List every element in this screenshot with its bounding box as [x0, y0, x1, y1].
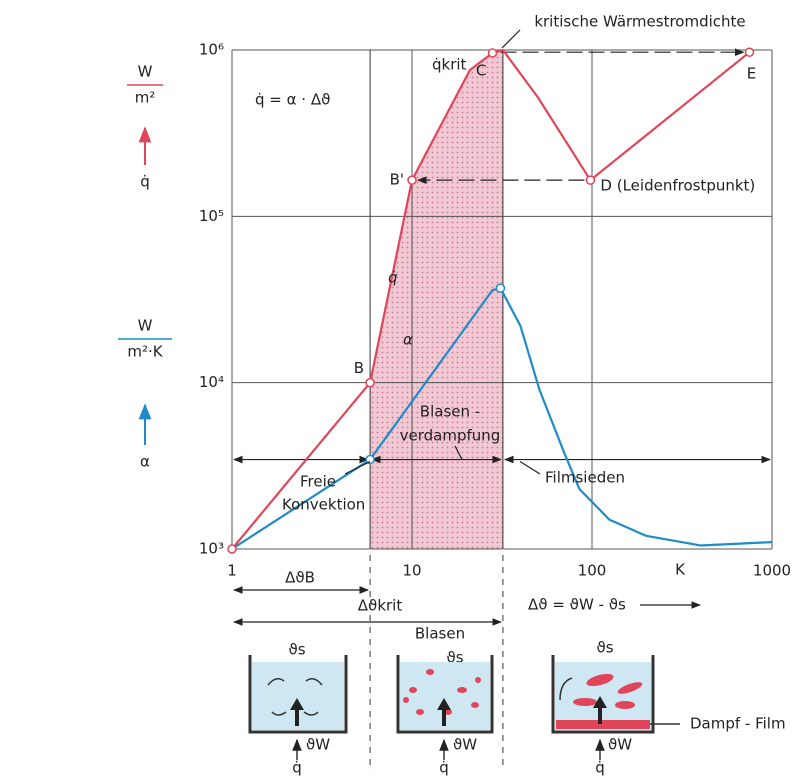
y-tick-label: 10⁶	[199, 41, 224, 59]
y-tick-label: 10⁵	[199, 207, 224, 225]
point-marker	[586, 176, 594, 184]
annotation: Dampf - Film	[690, 715, 786, 733]
point-label: B	[354, 359, 364, 377]
annotation: q̇krit	[432, 56, 467, 74]
point-label: D (Leidenfrostpunkt)	[600, 177, 755, 195]
leader	[520, 462, 540, 474]
y-tick-label: 10³	[199, 540, 224, 558]
point-label: C	[476, 61, 486, 79]
annotation: Freie	[300, 473, 336, 491]
y-tick-label: 10⁴	[199, 373, 224, 391]
leader	[502, 30, 520, 48]
annotation: ϑW	[608, 736, 632, 754]
annotation: Blasen	[415, 625, 465, 643]
annotation: ϑW	[306, 736, 330, 754]
point-marker	[496, 284, 504, 292]
annotation: q̇	[595, 759, 605, 777]
series-label: α	[403, 331, 413, 349]
annotation: K	[675, 561, 686, 579]
series-label: q̇	[388, 269, 398, 287]
annotation: α	[140, 453, 150, 471]
annotation: Δϑkrit	[358, 597, 403, 615]
annotation: verdampfung	[400, 427, 501, 445]
annotation: Δϑ = ϑW - ϑs	[528, 596, 626, 614]
x-tick-label: 1	[227, 562, 237, 580]
annotation: W	[138, 63, 153, 81]
point-marker	[228, 545, 236, 553]
x-tick-label: 100	[578, 562, 607, 580]
annotation: q̇	[439, 759, 449, 777]
annotation: q̇	[292, 759, 302, 777]
x-tick-label: 1000	[753, 562, 791, 580]
annotation: Konvektion	[282, 496, 365, 514]
x-tick-label: 10	[402, 562, 421, 580]
annotation: ϑW	[453, 736, 477, 754]
annotation: q̇ = α · Δϑ	[255, 91, 330, 109]
annotation: W	[138, 317, 153, 335]
annotation: ϑs	[596, 639, 613, 657]
point-label: E	[747, 65, 756, 83]
annotation: m²	[135, 89, 156, 107]
annotation: Filmsieden	[545, 469, 625, 487]
point-marker	[366, 379, 374, 387]
chart: 10³ 10⁴ 10⁵ 10⁶ 1 10 100 1000 B B' C D (Leidenfrost…	[0, 0, 808, 778]
annotation: m²·K	[127, 343, 163, 361]
point-marker	[488, 49, 496, 57]
point-marker	[408, 176, 416, 184]
annotation: ϑs	[288, 641, 305, 659]
annotation: kritische Wärmestromdichte	[534, 13, 745, 31]
annotation: q̇	[140, 173, 150, 191]
annotation: Blasen -	[420, 403, 480, 421]
point-label: B'	[390, 171, 404, 189]
nucleate-region	[370, 50, 503, 549]
leader	[345, 462, 370, 474]
point-marker	[746, 48, 754, 56]
annotation: ΔϑB	[285, 569, 315, 587]
